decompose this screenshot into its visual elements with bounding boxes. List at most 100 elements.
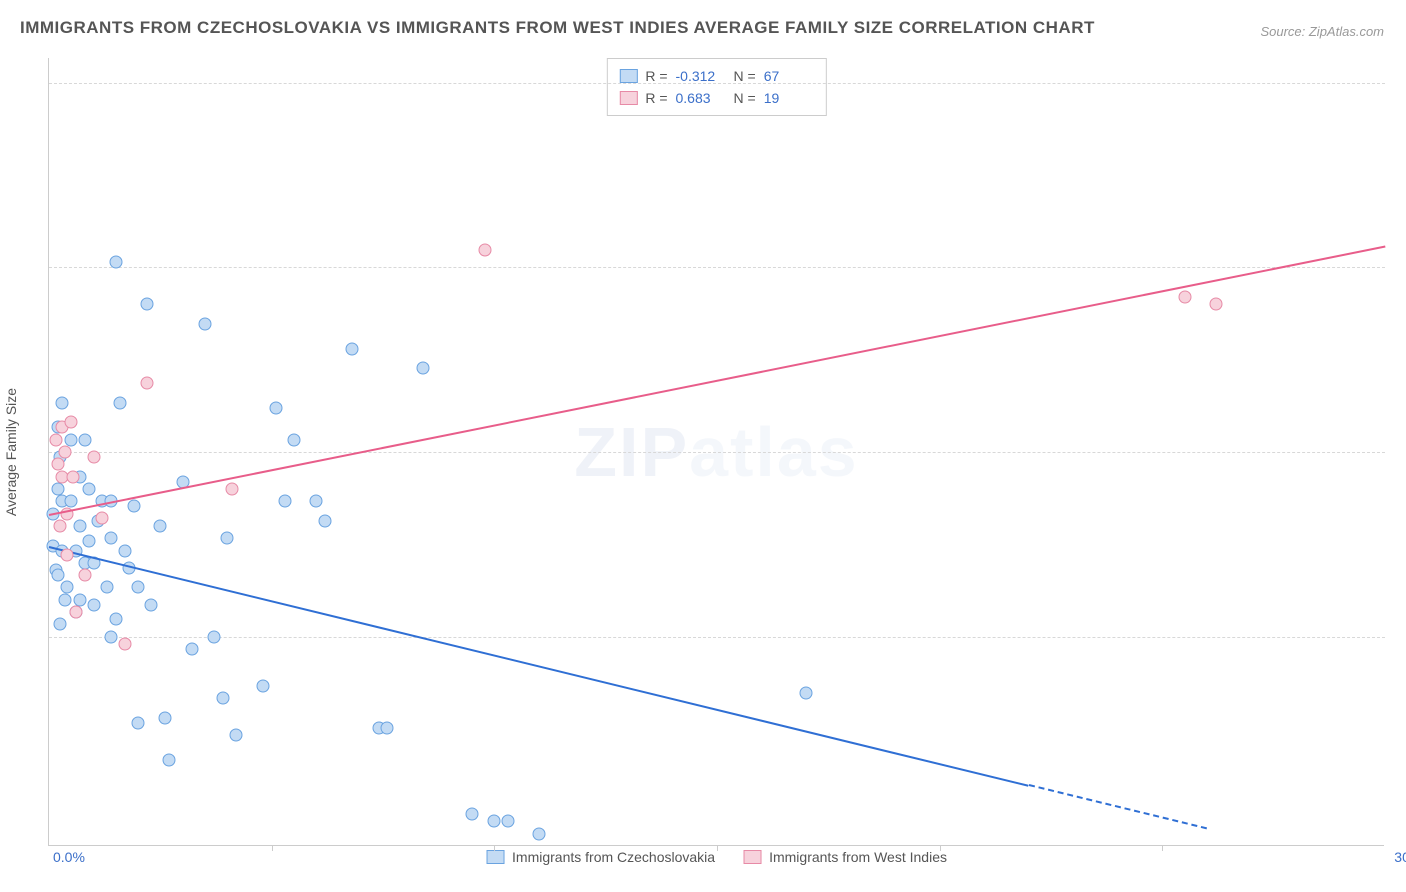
scatter-point — [158, 711, 171, 724]
r-label: R = — [645, 65, 667, 87]
chart-title: IMMIGRANTS FROM CZECHOSLOVAKIA VS IMMIGR… — [20, 18, 1095, 38]
x-tick — [1162, 845, 1163, 851]
scatter-point — [479, 244, 492, 257]
scatter-point — [109, 613, 122, 626]
scatter-point — [207, 630, 220, 643]
scatter-point — [65, 416, 78, 429]
scatter-point — [256, 679, 269, 692]
scatter-point — [78, 569, 91, 582]
scatter-point — [69, 606, 82, 619]
series-legend-item: Immigrants from Czechoslovakia — [486, 849, 715, 865]
scatter-point — [1209, 298, 1222, 311]
n-label: N = — [734, 65, 756, 87]
n-value: 19 — [764, 87, 814, 109]
scatter-point — [221, 532, 234, 545]
scatter-point — [198, 317, 211, 330]
scatter-point — [65, 495, 78, 508]
scatter-point — [154, 519, 167, 532]
scatter-point — [532, 827, 545, 840]
scatter-point — [87, 598, 100, 611]
scatter-point — [105, 630, 118, 643]
scatter-point — [127, 500, 140, 513]
y-tick-label: 2.75 — [1394, 629, 1406, 645]
legend-swatch — [486, 850, 504, 864]
series-legend-item: Immigrants from West Indies — [743, 849, 947, 865]
scatter-point — [488, 815, 501, 828]
grid-line-horizontal — [49, 637, 1385, 638]
x-axis-max-label: 30.0% — [1386, 849, 1406, 865]
plot-area: ZIPatlas Average Family Size 0.0% 30.0% … — [48, 58, 1384, 846]
scatter-point — [74, 519, 87, 532]
grid-line-horizontal — [49, 452, 1385, 453]
r-label: R = — [645, 87, 667, 109]
scatter-point — [78, 433, 91, 446]
grid-line-horizontal — [49, 83, 1385, 84]
scatter-point — [345, 342, 358, 355]
scatter-point — [310, 495, 323, 508]
scatter-point — [74, 593, 87, 606]
scatter-point — [145, 598, 158, 611]
scatter-point — [381, 721, 394, 734]
stats-legend-row: R = -0.312 N = 67 — [619, 65, 813, 87]
scatter-point — [51, 569, 64, 582]
scatter-point — [118, 638, 131, 651]
regression-line — [49, 245, 1385, 515]
series-name: Immigrants from West Indies — [769, 849, 947, 865]
y-tick-label: 3.50 — [1394, 444, 1406, 460]
legend-swatch — [619, 69, 637, 83]
scatter-point — [216, 692, 229, 705]
n-value: 67 — [764, 65, 814, 87]
scatter-point — [65, 433, 78, 446]
scatter-point — [225, 482, 238, 495]
scatter-point — [105, 532, 118, 545]
scatter-point — [109, 256, 122, 269]
scatter-point — [114, 396, 127, 409]
x-tick — [272, 845, 273, 851]
scatter-point — [132, 716, 145, 729]
scatter-point — [270, 401, 283, 414]
scatter-point — [287, 433, 300, 446]
y-tick-label: 4.25 — [1394, 259, 1406, 275]
grid-line-horizontal — [49, 267, 1385, 268]
scatter-point — [140, 377, 153, 390]
n-label: N = — [734, 87, 756, 109]
r-value: -0.312 — [676, 65, 726, 87]
scatter-point — [466, 807, 479, 820]
scatter-point — [118, 544, 131, 557]
scatter-point — [800, 687, 813, 700]
x-axis-min-label: 0.0% — [53, 849, 85, 865]
y-axis-title: Average Family Size — [3, 387, 19, 515]
scatter-point — [185, 643, 198, 656]
scatter-point — [54, 618, 67, 631]
scatter-point — [54, 519, 67, 532]
scatter-point — [58, 446, 71, 459]
x-tick — [494, 845, 495, 851]
scatter-point — [96, 512, 109, 525]
r-value: 0.683 — [676, 87, 726, 109]
regression-line — [49, 546, 1029, 787]
legend-swatch — [743, 850, 761, 864]
scatter-point — [140, 298, 153, 311]
stats-legend: R = -0.312 N = 67 R = 0.683 N = 19 — [606, 58, 826, 116]
scatter-point — [56, 396, 69, 409]
scatter-point — [60, 549, 73, 562]
scatter-point — [230, 729, 243, 742]
scatter-point — [58, 593, 71, 606]
series-name: Immigrants from Czechoslovakia — [512, 849, 715, 865]
scatter-point — [132, 581, 145, 594]
scatter-point — [83, 482, 96, 495]
series-legend: Immigrants from Czechoslovakia Immigrants… — [486, 849, 947, 865]
source-attribution: Source: ZipAtlas.com — [1260, 24, 1384, 39]
scatter-point — [87, 450, 100, 463]
scatter-point — [279, 495, 292, 508]
scatter-point — [51, 482, 64, 495]
x-tick — [940, 845, 941, 851]
scatter-point — [319, 514, 332, 527]
y-tick-label: 5.00 — [1394, 75, 1406, 91]
scatter-point — [417, 362, 430, 375]
scatter-point — [163, 753, 176, 766]
scatter-point — [501, 815, 514, 828]
x-tick — [717, 845, 718, 851]
legend-swatch — [619, 91, 637, 105]
scatter-point — [83, 534, 96, 547]
